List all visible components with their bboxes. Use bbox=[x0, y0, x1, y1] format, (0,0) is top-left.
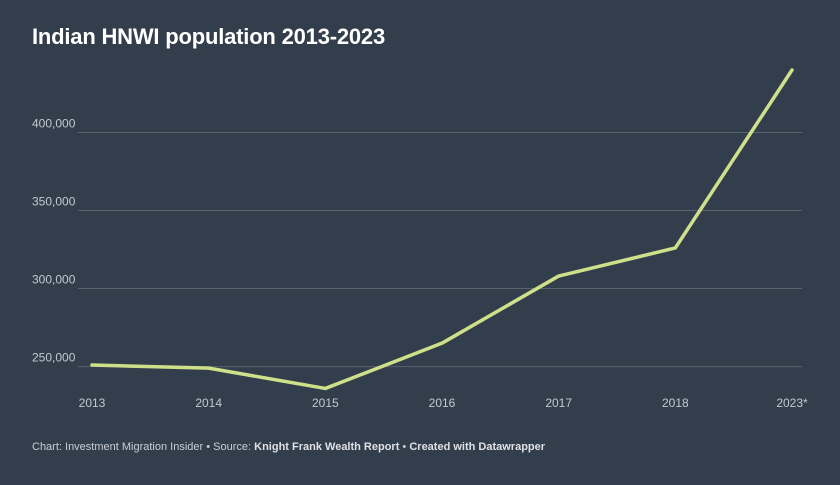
y-axis-ticks: 250,000 300,000 350,000 400,000 bbox=[32, 116, 76, 364]
series-layer bbox=[90, 68, 794, 391]
x-tick-label: 2015 bbox=[312, 396, 339, 410]
x-tick-label: 2017 bbox=[545, 396, 572, 410]
x-axis-ticks: 2013 2014 2015 2016 2017 2018 2023* bbox=[79, 396, 808, 410]
y-tick-label: 400,000 bbox=[32, 116, 76, 130]
y-tick-label: 350,000 bbox=[32, 194, 76, 208]
footer-prefix: Chart: Investment Migration Insider • So… bbox=[32, 441, 255, 453]
series-line bbox=[90, 68, 794, 391]
x-tick-label: 2016 bbox=[429, 396, 456, 410]
x-tick-label: 2014 bbox=[195, 396, 222, 410]
x-tick-label: 2023* bbox=[776, 396, 808, 410]
chart-footer: Chart: Investment Migration Insider • So… bbox=[32, 441, 545, 453]
y-tick-label: 250,000 bbox=[32, 351, 76, 365]
footer-source: Knight Frank Wealth Report bbox=[254, 441, 400, 453]
y-tick-label: 300,000 bbox=[32, 273, 76, 287]
grid-lines bbox=[78, 131, 802, 368]
x-tick-label: 2018 bbox=[662, 396, 689, 410]
footer-credit: Created with Datawrapper bbox=[409, 441, 546, 453]
footer-separator: • bbox=[399, 441, 410, 453]
chart-title: Indian HNWI population 2013-2023 bbox=[32, 24, 385, 49]
x-tick-label: 2013 bbox=[79, 396, 106, 410]
